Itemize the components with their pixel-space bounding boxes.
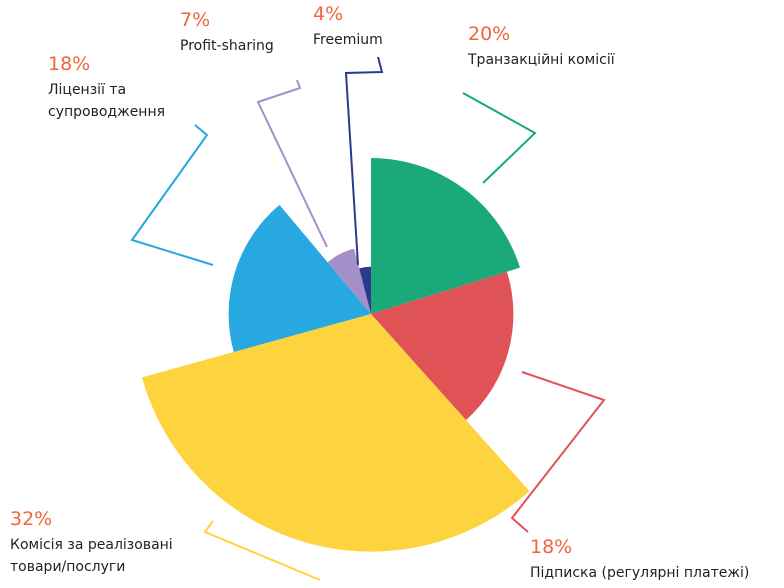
category-label: Ліцензії та [48,82,126,98]
category-label: Profit-sharing [180,38,274,54]
category-label: Комісія за реалізовані [10,537,173,553]
leader-line [462,92,537,184]
slice [327,248,371,314]
category-label: супроводження [48,104,165,120]
slice [141,314,530,552]
value-label: 32% [10,508,52,530]
value-label: 18% [48,53,90,75]
category-label: Freemium [313,32,383,48]
value-label: 18% [530,536,572,558]
leader-line [130,124,214,266]
leader-line [344,56,384,266]
leader-line [203,520,321,581]
value-label: 4% [313,3,343,25]
slice [359,266,371,314]
value-label: 7% [180,9,210,31]
slice [371,271,514,421]
category-label: Підписка (регулярні платежі) [530,565,749,581]
slice [371,158,520,314]
slice [228,204,371,352]
leader-line [256,79,328,248]
category-label: товари/послуги [10,559,125,575]
category-label: Транзакційні комісії [467,52,615,68]
leader-line [510,371,606,533]
value-label: 20% [468,23,510,45]
